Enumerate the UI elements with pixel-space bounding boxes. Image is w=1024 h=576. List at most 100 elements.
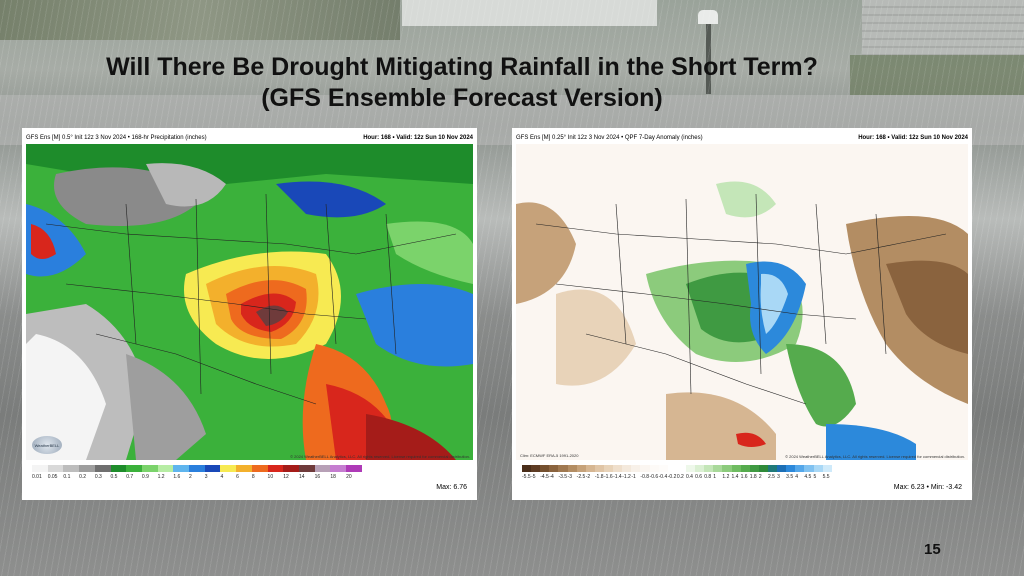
- scale-swatch: [189, 465, 205, 472]
- scale-swatch: [640, 465, 650, 472]
- qpf-anomaly-panel: GFS Ens [M] 0.25° Init 12z 3 Nov 2024 • …: [512, 128, 972, 500]
- precip-map-header-right: Hour: 168 • Valid: 12z Sun 10 Nov 2024: [363, 134, 473, 141]
- scale-swatch: [298, 465, 315, 472]
- scale-tick-label: 2.5: [767, 474, 775, 480]
- background-garage: [402, 0, 657, 26]
- scale-tick-label: 0.2: [676, 474, 684, 480]
- scale-tick-label: -1.4: [613, 474, 622, 480]
- background-mailbox-post: [706, 24, 711, 94]
- scale-swatch: [173, 465, 190, 472]
- precip-max-label: Max: 6.76: [436, 484, 467, 491]
- scale-tick-label: 0.01: [32, 474, 42, 480]
- scale-swatch: [330, 465, 347, 472]
- scale-swatch: [749, 465, 759, 472]
- scale-tick-label: -0.4: [658, 474, 668, 480]
- scale-tick-label: 1.8: [749, 474, 757, 480]
- scale-tick-label: 1.2: [722, 474, 730, 480]
- scale-tick-label: 0.2: [79, 474, 87, 480]
- anomaly-map-header-left: GFS Ens [M] 0.25° Init 12z 3 Nov 2024 • …: [516, 134, 703, 141]
- scale-swatch: [47, 465, 64, 472]
- scale-tick-label: 5: [813, 474, 817, 480]
- scale-tick-label: -2.5: [576, 474, 586, 480]
- scale-swatch: [267, 465, 284, 472]
- precip-forecast-panel: GFS Ens [M] 0.5° Init 12z 3 Nov 2024 • 1…: [22, 128, 477, 500]
- scale-tick-label: -3.5: [558, 474, 568, 480]
- scale-swatch: [813, 465, 823, 472]
- scale-swatch: [786, 465, 796, 472]
- scale-tick-label: -0.6: [649, 474, 659, 480]
- scale-tick-label: 5.5: [822, 474, 830, 480]
- scale-swatch: [667, 465, 677, 472]
- scale-tick-label: -2: [585, 474, 591, 480]
- scale-swatch: [603, 465, 614, 472]
- scale-tick-label: 0.3: [94, 474, 102, 480]
- precip-map-header: GFS Ens [M] 0.5° Init 12z 3 Nov 2024 • 1…: [26, 132, 473, 143]
- scale-swatch: [804, 465, 814, 472]
- scale-swatch: [540, 465, 550, 472]
- scale-swatch: [283, 465, 299, 472]
- scale-tick-label: -1.8: [594, 474, 604, 480]
- scale-swatch: [63, 465, 80, 472]
- scale-tick-label: 18: [330, 474, 336, 480]
- scale-swatch: [631, 465, 641, 472]
- scale-swatch: [157, 465, 174, 472]
- scale-swatch: [585, 465, 595, 472]
- scale-tick-label: 16: [314, 474, 321, 480]
- slide-title-line1: Will There Be Drought Mitigating Rainfal…: [106, 53, 818, 81]
- scale-tick-label: -0.8: [640, 474, 650, 480]
- anomaly-map-graphic: [516, 144, 968, 460]
- scale-tick-label: 0.9: [141, 474, 149, 480]
- anomaly-max-min-label: Max: 6.23 • Min: -3.42: [893, 484, 962, 491]
- scale-tick-label: 1: [713, 474, 717, 480]
- scale-tick-label: -1.6: [603, 474, 613, 480]
- scale-tick-label: 0.05: [47, 474, 58, 480]
- scale-tick-label: 4.5: [804, 474, 812, 480]
- scale-swatch: [522, 465, 532, 472]
- scale-tick-label: 2: [189, 474, 192, 480]
- scale-swatch: [658, 465, 668, 472]
- precip-map: WeatherBELL © 2024 WeatherBELL Analytics…: [26, 144, 473, 460]
- scale-swatch: [220, 465, 237, 472]
- scale-swatch: [777, 465, 787, 472]
- scale-tick-label: 1.6: [173, 474, 181, 480]
- scale-swatch: [236, 465, 252, 472]
- precip-map-credit: © 2024 WeatherBELL Analytics, LLC. All r…: [290, 454, 470, 459]
- anomaly-map-credit: © 2024 WeatherBELL Analytics, LLC. All r…: [785, 454, 965, 459]
- scale-tick-label: 8: [251, 474, 255, 480]
- slide-title-line2: (GFS Ensemble Forecast Version): [261, 84, 663, 112]
- scale-tick-label: -0.2: [667, 474, 677, 480]
- scale-swatch: [346, 465, 362, 472]
- scale-tick-label: 0.6: [695, 474, 703, 480]
- scale-tick-label: 1.6: [740, 474, 748, 480]
- scale-swatch: [531, 465, 541, 472]
- scale-swatch: [704, 465, 714, 472]
- scale-tick-label: 3.5: [786, 474, 794, 480]
- scale-tick-label: 0.1: [63, 474, 71, 480]
- page-number: 15: [924, 541, 941, 558]
- scale-swatch: [204, 465, 221, 472]
- scale-swatch: [649, 465, 659, 472]
- scale-swatch: [795, 465, 805, 472]
- scale-tick-label: 20: [346, 474, 352, 480]
- scale-tick-label: 6: [236, 474, 239, 480]
- scale-tick-label: 2: [758, 474, 762, 480]
- scale-swatch: [558, 465, 568, 472]
- anomaly-map: Clim: ECMWF ERA-5 1991-2020 © 2024 Weath…: [516, 144, 968, 460]
- scale-swatch: [622, 465, 632, 472]
- scale-swatch: [758, 465, 768, 472]
- scale-tick-label: 0.4: [685, 474, 693, 480]
- anomaly-map-header-right: Hour: 168 • Valid: 12z Sun 10 Nov 2024: [858, 134, 968, 141]
- background-lawn: [850, 55, 1024, 95]
- scale-swatch: [767, 465, 778, 472]
- scale-swatch: [676, 465, 686, 472]
- scale-swatch: [126, 465, 142, 472]
- precip-map-graphic: [26, 144, 473, 460]
- scale-tick-label: -3: [567, 474, 572, 480]
- scale-tick-label: -1: [631, 474, 636, 480]
- scale-swatch: [695, 465, 705, 472]
- scale-swatch: [594, 465, 604, 472]
- scale-tick-label: 10: [267, 474, 274, 480]
- scale-swatch: [94, 465, 111, 472]
- background-mailbox: [698, 10, 718, 24]
- scale-swatch: [314, 465, 331, 472]
